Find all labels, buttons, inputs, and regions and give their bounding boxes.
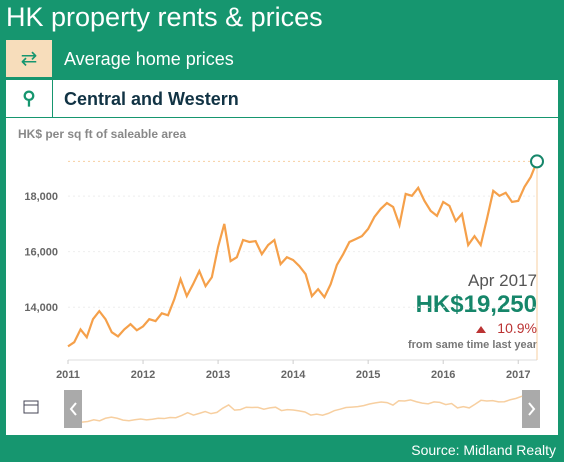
chart-bg (6, 118, 558, 435)
district-selector[interactable]: ⚲ Central and Western (6, 80, 558, 117)
swap-icon[interactable]: ⇄ (6, 40, 52, 77)
brush-left[interactable] (64, 390, 82, 428)
y-tick-label: 16,000 (24, 247, 58, 259)
callout-note: from same time last year (408, 339, 538, 351)
x-tick-label: 2013 (206, 369, 230, 381)
calendar-icon (23, 400, 39, 414)
end-marker (530, 154, 544, 169)
district-label: Central and Western (64, 89, 239, 109)
series-line (67, 160, 539, 348)
y-tick-label: 14,000 (24, 302, 58, 314)
x-tick-label: 2017 (506, 369, 530, 381)
title: HK property rents & prices (6, 2, 323, 32)
x-tick-label: 2012 (131, 369, 155, 381)
measure-selector[interactable]: ⇄ Average home prices (6, 40, 558, 77)
source: Source: Midland Realty (411, 442, 556, 458)
brush-right[interactable] (522, 390, 540, 428)
chart: HK$ per sq ft of saleable area Apr 2017 … (6, 118, 558, 435)
x-tick-label: 2014 (281, 369, 306, 381)
x-tick-label: 2016 (431, 369, 455, 381)
brush-arrows (69, 402, 536, 416)
measure-label: Average home prices (64, 49, 234, 69)
y-tick-label: 18,000 (24, 191, 58, 203)
callout-change: 10.9% (497, 320, 537, 336)
x-tick-label: 2015 (356, 369, 380, 381)
callout-date: Apr 2017 (468, 271, 537, 290)
pin-icon[interactable]: ⚲ (6, 80, 53, 117)
x-tick-label: 2011 (56, 369, 80, 381)
callout-value: HK$19,250 (416, 291, 537, 318)
y-axis-label: HK$ per sq ft of saleable area (18, 127, 186, 141)
up-arrow (476, 326, 486, 333)
mini-line (81, 395, 523, 423)
